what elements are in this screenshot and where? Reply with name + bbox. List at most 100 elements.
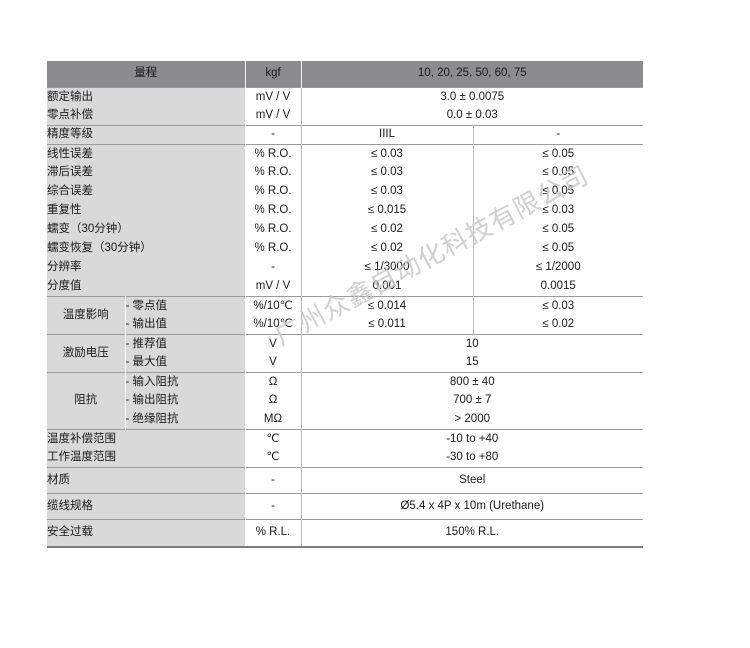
row-unit: % R.O.	[245, 201, 302, 221]
row-value: 0.0 ± 0.03	[301, 106, 644, 126]
row-label: 精度等级	[47, 125, 246, 145]
row-value: Ø5.4 x 4P x 10m (Urethane)	[301, 493, 644, 520]
table-row: - 绝缘阻抗 MΩ > 2000	[47, 410, 644, 430]
specification-table-container: 量程 kgf 10, 20, 25, 50, 60, 75 额定输出 mV / …	[47, 61, 644, 548]
row-value: 800 ± 40	[301, 372, 644, 392]
row-unit: % R.O.	[245, 239, 302, 259]
row-value: > 2000	[301, 410, 644, 430]
table-row: 线性误差 % R.O. ≤ 0.03 ≤ 0.05	[47, 144, 644, 164]
row-value-a: ≤ 0.011	[301, 315, 474, 335]
header-capacity-cell: 10, 20, 25, 50, 60, 75	[301, 61, 644, 88]
table-body: 额定输出 mV / V 3.0 ± 0.0075 零点补偿 mV / V 0.0…	[47, 87, 644, 546]
table-row: 激励电压 - 推荐值 V 10	[47, 334, 644, 373]
row-unit: -	[245, 493, 302, 520]
row-label: 分度值	[47, 277, 246, 297]
table-row: 零点补偿 mV / V 0.0 ± 0.03	[47, 106, 644, 126]
table-row: 温度补偿范围 ℃ -10 to +40	[47, 429, 644, 449]
row-label: 额定输出	[47, 87, 246, 107]
table-row: 分度值 mV / V 0.001 0.0015	[47, 277, 644, 297]
row-value-b: ≤ 0.02	[473, 315, 644, 335]
header-unit-cell: kgf	[245, 61, 302, 88]
row-value-a: ≤ 0.014	[301, 296, 474, 316]
group-label-temperature-effect: 温度影响	[47, 296, 126, 335]
row-value-b: ≤ 0.03	[473, 201, 644, 221]
row-value: 150% R.L.	[301, 519, 644, 546]
row-value-b: ≤ 0.05	[473, 144, 644, 164]
row-unit: ℃	[245, 429, 302, 449]
row-unit: % R.O.	[245, 163, 302, 183]
row-label: 重复性	[47, 201, 246, 221]
table-row: 材质 - Steel	[47, 467, 644, 494]
row-value-b: ≤ 0.05	[473, 239, 644, 259]
table-row: 安全过载 % R.L. 150% R.L.	[47, 519, 644, 546]
table-row: 蠕变恢复（30分钟） % R.O. ≤ 0.02 ≤ 0.05	[47, 239, 644, 259]
row-value-a: ≤ 0.03	[301, 144, 474, 164]
table-row: 工作温度范围 ℃ -30 to +80	[47, 448, 644, 468]
row-value: 700 ± 7	[301, 391, 644, 411]
row-label: 工作温度范围	[47, 448, 246, 468]
row-sublabel: - 零点值	[125, 296, 246, 316]
row-value: -30 to +80	[301, 448, 644, 468]
table-row: 额定输出 mV / V 3.0 ± 0.0075	[47, 87, 644, 107]
row-unit: Ω	[245, 391, 302, 411]
table-row: 温度影响 - 零点值 %/10℃ ≤ 0.014 ≤ 0.03	[47, 296, 644, 335]
header-label-cell: 量程	[47, 61, 246, 88]
table-row: - 输出值 %/10℃ ≤ 0.011 ≤ 0.02	[47, 315, 644, 335]
table-row: 阻抗 - 输入阻抗 Ω 800 ± 40	[47, 372, 644, 430]
table-bottom-rule	[47, 545, 643, 548]
row-sublabel: - 绝缘阻抗	[125, 410, 246, 430]
row-unit: mV / V	[245, 87, 302, 107]
row-value-b: ≤ 0.05	[473, 182, 644, 202]
row-label: 滞后误差	[47, 163, 246, 183]
row-value: Steel	[301, 467, 644, 494]
row-unit: % R.O.	[245, 182, 302, 202]
group-label-impedance: 阻抗	[47, 372, 126, 430]
row-label: 综合误差	[47, 182, 246, 202]
row-unit: V	[245, 353, 302, 373]
table-row: 滞后误差 % R.O. ≤ 0.03 ≤ 0.05	[47, 163, 644, 183]
row-label: 缆线规格	[47, 493, 246, 520]
row-unit: % R.L.	[245, 519, 302, 546]
table-row: 分辨率 - ≤ 1/3000 ≤ 1/2000	[47, 258, 644, 278]
row-label: 线性误差	[47, 144, 246, 164]
row-unit: % R.O.	[245, 144, 302, 164]
specification-table: 量程 kgf 10, 20, 25, 50, 60, 75 额定输出 mV / …	[47, 61, 644, 546]
row-unit: MΩ	[245, 410, 302, 430]
row-label: 安全过载	[47, 519, 246, 546]
row-unit: -	[245, 125, 302, 145]
row-value-b: ≤ 1/2000	[473, 258, 644, 278]
row-label: 材质	[47, 467, 246, 494]
row-unit: % R.O.	[245, 220, 302, 240]
row-label: 零点补偿	[47, 106, 246, 126]
row-unit: -	[245, 258, 302, 278]
row-value-a: ≤ 0.015	[301, 201, 474, 221]
row-value-b: 0.0015	[473, 277, 644, 297]
row-label: 分辨率	[47, 258, 246, 278]
row-label: 温度补偿范围	[47, 429, 246, 449]
table-row: 蠕变（30分钟） % R.O. ≤ 0.02 ≤ 0.05	[47, 220, 644, 240]
header-row: 量程 kgf 10, 20, 25, 50, 60, 75	[47, 61, 644, 88]
row-value-a: ≤ 0.02	[301, 220, 474, 240]
row-value-a: 0.001	[301, 277, 474, 297]
table-row: - 最大值 V 15	[47, 353, 644, 373]
row-unit: %/10℃	[245, 296, 302, 316]
row-value: 10	[301, 334, 644, 354]
table-row: 重复性 % R.O. ≤ 0.015 ≤ 0.03	[47, 201, 644, 221]
table-row: 缆线规格 - Ø5.4 x 4P x 10m (Urethane)	[47, 493, 644, 520]
row-value-b: ≤ 0.05	[473, 220, 644, 240]
row-value-b: ≤ 0.05	[473, 163, 644, 183]
row-sublabel: - 输出值	[125, 315, 246, 335]
group-label-excitation-voltage: 激励电压	[47, 334, 126, 373]
row-sublabel: - 最大值	[125, 353, 246, 373]
row-unit: V	[245, 334, 302, 354]
row-value-b: -	[473, 125, 644, 145]
table-header: 量程 kgf 10, 20, 25, 50, 60, 75	[47, 61, 644, 88]
table-row: 综合误差 % R.O. ≤ 0.03 ≤ 0.05	[47, 182, 644, 202]
row-sublabel: - 输入阻抗	[125, 372, 246, 392]
row-unit: %/10℃	[245, 315, 302, 335]
row-value: -10 to +40	[301, 429, 644, 449]
row-unit: mV / V	[245, 106, 302, 126]
row-sublabel: - 输出阻抗	[125, 391, 246, 411]
table-row: 精度等级 - IIIL -	[47, 125, 644, 145]
row-value: 3.0 ± 0.0075	[301, 87, 644, 107]
